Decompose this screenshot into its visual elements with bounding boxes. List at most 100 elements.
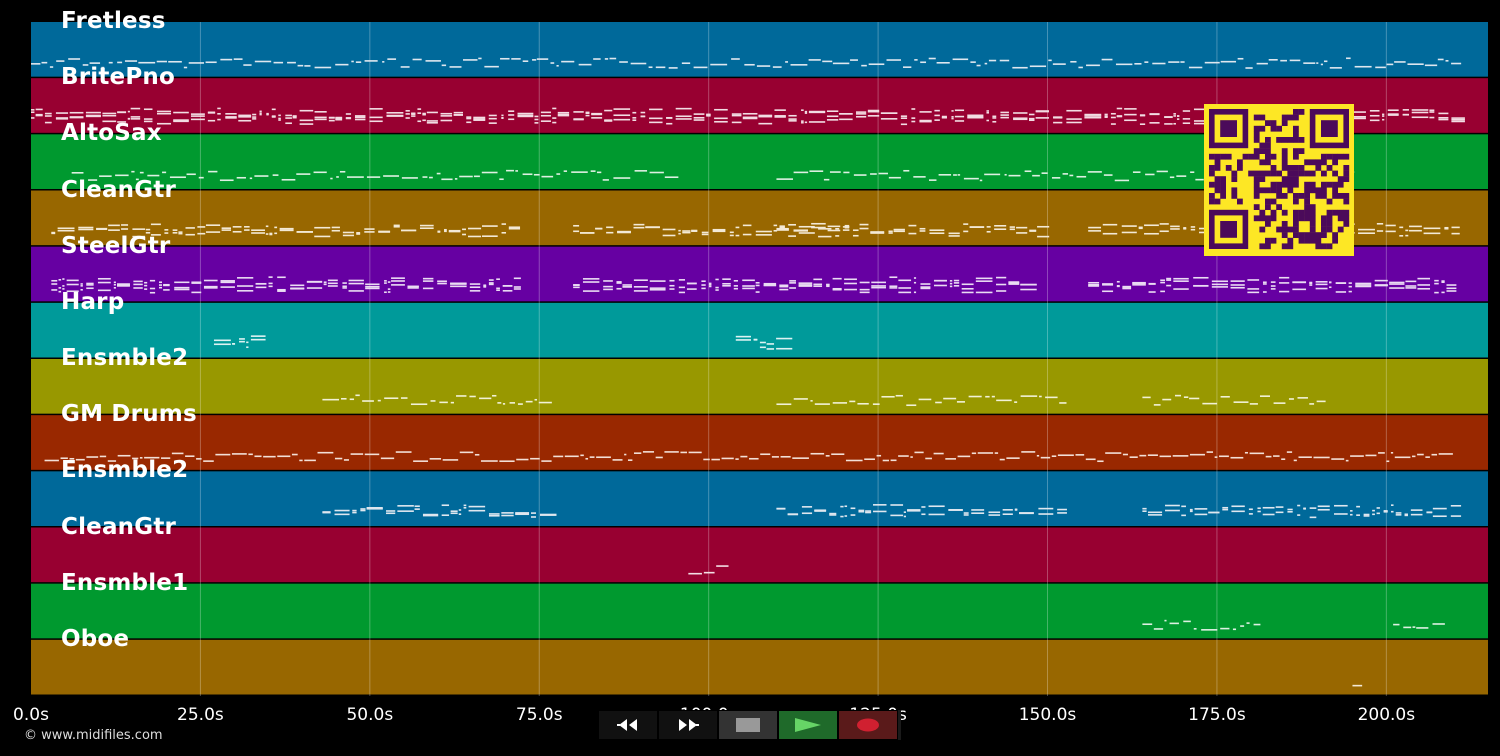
- note: [500, 57, 510, 60]
- note: [1395, 512, 1402, 514]
- note: [1153, 404, 1161, 406]
- note: [742, 233, 752, 236]
- note: [238, 119, 252, 122]
- note: [314, 118, 327, 121]
- note: [1014, 509, 1018, 511]
- rewind-button[interactable]: [598, 710, 658, 740]
- note: [532, 59, 537, 61]
- note: [44, 459, 59, 462]
- note: [571, 171, 588, 173]
- note: [1102, 283, 1114, 285]
- note: [422, 513, 439, 516]
- note: [426, 120, 438, 122]
- note: [1374, 284, 1388, 286]
- note: [596, 171, 602, 174]
- note: [481, 171, 498, 174]
- note: [530, 457, 540, 460]
- note: [1249, 403, 1258, 405]
- note: [143, 120, 153, 123]
- note: [634, 170, 648, 172]
- note: [756, 65, 771, 67]
- note: [988, 511, 1001, 514]
- note: [593, 58, 601, 60]
- note: [1041, 172, 1048, 174]
- note: [832, 287, 842, 290]
- note: [327, 282, 338, 285]
- note: [237, 290, 254, 292]
- note: [872, 403, 880, 405]
- note: [133, 287, 143, 289]
- note: [649, 171, 664, 174]
- note: [953, 279, 960, 282]
- note: [1417, 287, 1431, 290]
- note: [1429, 116, 1435, 119]
- note: [1104, 116, 1108, 118]
- note: [411, 112, 416, 115]
- note: [1029, 117, 1035, 120]
- note: [557, 113, 570, 116]
- note: [832, 288, 842, 291]
- note: [35, 113, 43, 116]
- note: [291, 453, 298, 456]
- note: [742, 285, 755, 287]
- note: [113, 286, 116, 289]
- note: [1116, 115, 1123, 118]
- note: [502, 290, 513, 292]
- note: [1142, 507, 1147, 510]
- note: [143, 108, 153, 111]
- note: [977, 452, 994, 454]
- note: [217, 112, 221, 115]
- note: [436, 172, 441, 175]
- note: [355, 394, 360, 397]
- note: [342, 287, 347, 289]
- play-button[interactable]: [778, 710, 838, 740]
- note: [992, 117, 997, 119]
- note: [1444, 227, 1449, 230]
- note: [701, 287, 706, 290]
- note: [190, 113, 205, 115]
- note: [1085, 458, 1096, 461]
- note: [870, 231, 885, 233]
- note: [1315, 283, 1328, 286]
- note: [994, 228, 1007, 231]
- note: [859, 288, 870, 291]
- note: [844, 282, 857, 285]
- note: [115, 174, 129, 177]
- note: [150, 234, 161, 236]
- note: [822, 60, 833, 63]
- note: [867, 110, 880, 113]
- note: [701, 284, 706, 286]
- note: [1166, 277, 1172, 280]
- note: [397, 505, 414, 507]
- note: [1248, 508, 1253, 511]
- note: [117, 61, 123, 64]
- note: [733, 285, 738, 287]
- note: [450, 510, 458, 513]
- note: [850, 59, 858, 61]
- note: [1121, 231, 1137, 234]
- note: [85, 115, 101, 118]
- note: [613, 108, 631, 110]
- note: [220, 286, 235, 288]
- track-label: Fretless: [61, 8, 166, 34]
- note: [35, 108, 43, 111]
- note: [334, 509, 350, 512]
- stop-button[interactable]: [718, 710, 778, 740]
- note: [1423, 227, 1441, 230]
- note: [1405, 229, 1409, 232]
- note: [1036, 454, 1040, 457]
- note: [354, 118, 366, 121]
- note: [556, 65, 559, 67]
- note: [531, 516, 537, 518]
- note: [386, 112, 404, 114]
- note: [58, 287, 62, 289]
- note: [44, 121, 52, 124]
- note: [272, 174, 279, 176]
- note: [387, 281, 391, 283]
- note: [826, 285, 830, 288]
- note: [1355, 285, 1372, 288]
- fast-forward-button[interactable]: [658, 710, 718, 740]
- record-button[interactable]: [838, 710, 898, 740]
- note: [400, 397, 408, 399]
- note: [149, 279, 156, 282]
